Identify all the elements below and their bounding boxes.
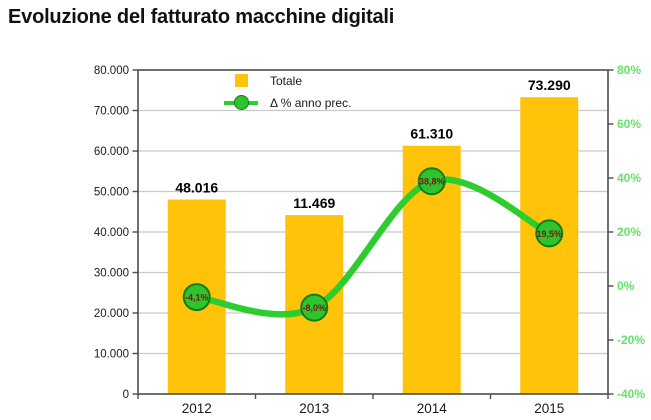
legend-item-delta: Δ % anno prec. [222, 94, 351, 111]
right-axis-label: 60% [617, 117, 641, 131]
delta-marker-2012 [182, 283, 211, 312]
x-axis-label: 2014 [417, 401, 448, 416]
right-axis-label: 80% [617, 63, 641, 77]
delta-swatch-icon [222, 95, 260, 110]
delta-value-label: -4,1% [185, 293, 209, 303]
delta-value-label: 19,5% [536, 229, 562, 239]
left-axis-label: 70.000 [94, 106, 129, 118]
left-axis-label: 50.000 [94, 187, 129, 199]
bar-value-label: 73.290 [528, 77, 571, 93]
x-axis-label: 2013 [299, 401, 329, 416]
left-axis-label: 30.000 [94, 268, 129, 280]
left-axis-label: 60.000 [94, 146, 129, 158]
bar-value-label: 11.469 [293, 195, 335, 211]
delta-value-label: 38,8% [419, 177, 445, 187]
left-axis-label: 0 [123, 389, 129, 401]
x-axis-label: 2015 [534, 401, 564, 416]
bar-value-label: 61.310 [410, 126, 453, 142]
left-axis-label: 40.000 [94, 227, 129, 239]
bar-value-label: 48.016 [175, 180, 218, 196]
left-axis-label: 10.000 [94, 349, 129, 361]
legend-label-delta: Δ % anno prec. [270, 95, 352, 110]
delta-marker-2014 [417, 167, 446, 196]
delta-marker-2015 [535, 219, 564, 248]
totale-swatch-icon [222, 74, 260, 87]
left-axis-label: 20.000 [94, 308, 129, 320]
left-axis-label: 80.000 [94, 65, 129, 77]
right-axis-label: 0% [617, 279, 635, 293]
right-axis-label: -20% [617, 333, 645, 347]
right-axis-label: 40% [617, 171, 641, 185]
legend: Totale Δ % anno prec. [222, 72, 351, 111]
delta-value-label: -8,0% [302, 303, 326, 313]
right-axis-label: 20% [617, 225, 641, 239]
delta-line [193, 176, 553, 318]
chart-title: Evoluzione del fatturato macchine digita… [8, 6, 395, 28]
delta-marker-2013 [300, 293, 329, 322]
right-axis-label: -40% [617, 387, 645, 401]
legend-label-totale: Totale [270, 73, 303, 88]
x-axis-label: 2012 [182, 401, 212, 416]
legend-item-totale: Totale [222, 72, 351, 89]
